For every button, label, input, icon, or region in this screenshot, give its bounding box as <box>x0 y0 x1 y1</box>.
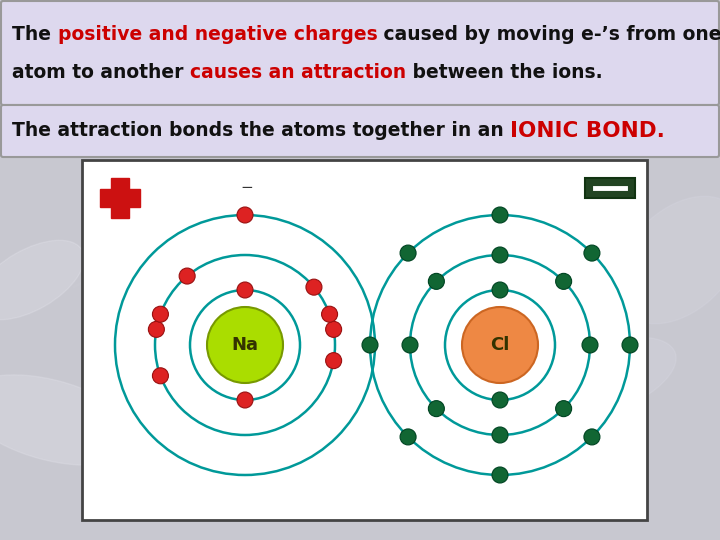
Circle shape <box>322 306 338 322</box>
Circle shape <box>153 368 168 384</box>
Circle shape <box>402 337 418 353</box>
Text: between the ions.: between the ions. <box>406 63 603 82</box>
Circle shape <box>237 392 253 408</box>
Circle shape <box>325 321 341 338</box>
Bar <box>111 178 129 218</box>
Text: positive and negative charges: positive and negative charges <box>58 25 377 44</box>
Text: Na: Na <box>232 336 258 354</box>
Circle shape <box>237 207 253 223</box>
Circle shape <box>492 247 508 263</box>
Bar <box>100 189 140 207</box>
Circle shape <box>362 337 378 353</box>
Circle shape <box>556 273 572 289</box>
Circle shape <box>622 337 638 353</box>
Circle shape <box>207 307 283 383</box>
Circle shape <box>582 337 598 353</box>
FancyBboxPatch shape <box>1 1 719 105</box>
Ellipse shape <box>462 421 639 479</box>
Text: causes an attraction: causes an attraction <box>190 63 406 82</box>
Circle shape <box>179 268 195 284</box>
Circle shape <box>584 429 600 445</box>
Bar <box>585 178 635 198</box>
Circle shape <box>400 429 416 445</box>
Circle shape <box>462 307 538 383</box>
Text: IONIC BOND.: IONIC BOND. <box>510 121 665 141</box>
Text: −: − <box>240 180 253 195</box>
Ellipse shape <box>0 240 84 320</box>
Circle shape <box>428 273 444 289</box>
Ellipse shape <box>616 196 720 324</box>
Circle shape <box>556 401 572 417</box>
Circle shape <box>492 392 508 408</box>
Circle shape <box>148 321 164 338</box>
Circle shape <box>492 282 508 298</box>
Text: The: The <box>12 25 58 44</box>
Circle shape <box>153 306 168 322</box>
Text: caused by moving e-’s from one: caused by moving e-’s from one <box>377 25 720 44</box>
Text: Cl: Cl <box>490 336 510 354</box>
Circle shape <box>492 427 508 443</box>
Circle shape <box>428 401 444 417</box>
Ellipse shape <box>0 375 138 465</box>
Circle shape <box>325 353 341 369</box>
Text: atom to another: atom to another <box>12 63 190 82</box>
Ellipse shape <box>251 449 450 511</box>
Text: The attraction bonds the atoms together in an: The attraction bonds the atoms together … <box>12 122 510 140</box>
Ellipse shape <box>524 337 676 423</box>
Circle shape <box>237 282 253 298</box>
Circle shape <box>492 467 508 483</box>
Circle shape <box>400 245 416 261</box>
FancyBboxPatch shape <box>1 105 719 157</box>
Circle shape <box>492 207 508 223</box>
Circle shape <box>584 245 600 261</box>
Bar <box>82 160 647 520</box>
Circle shape <box>306 279 322 295</box>
